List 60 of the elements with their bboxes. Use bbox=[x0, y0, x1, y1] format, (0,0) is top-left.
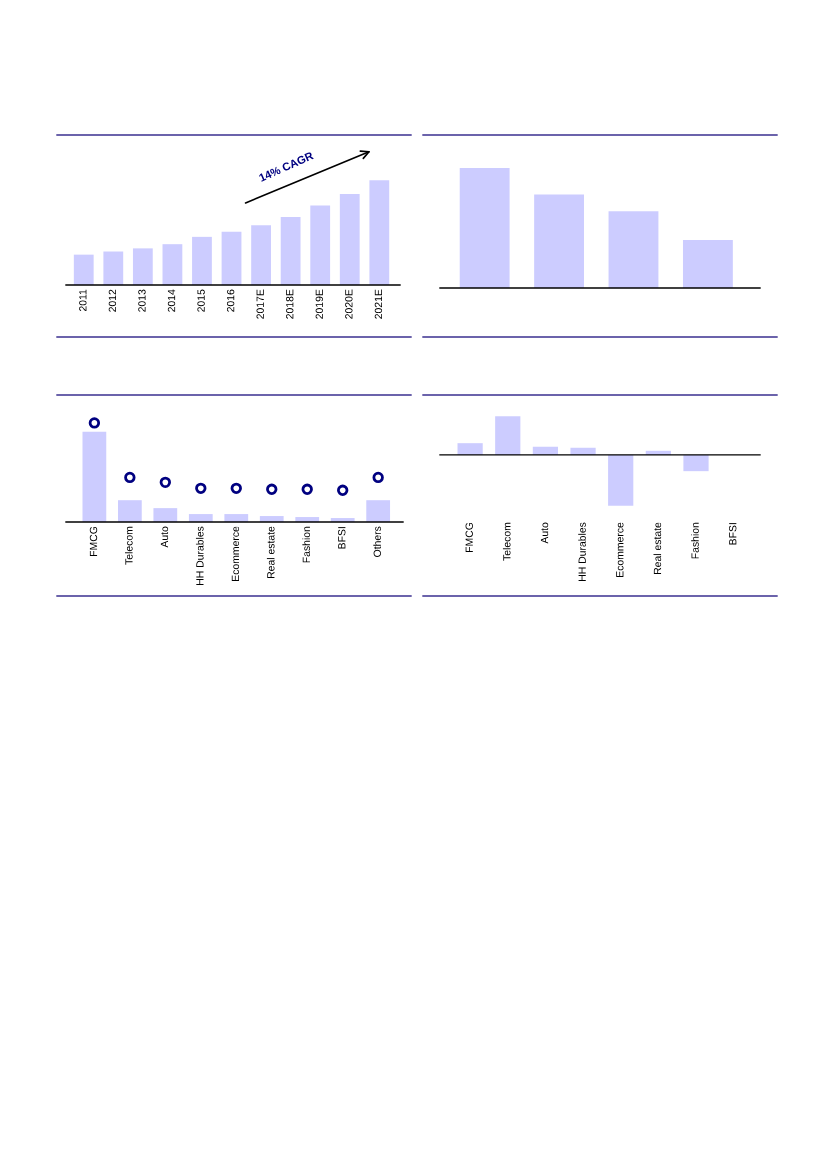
x-tick-label: 2013 bbox=[138, 289, 146, 312]
x-tick-label: 2016 bbox=[226, 289, 235, 312]
point bbox=[372, 471, 384, 484]
x-tick-label: HH Durables bbox=[195, 526, 204, 585]
x-tick-label: Fashion bbox=[691, 522, 699, 559]
bar bbox=[683, 454, 709, 472]
x-tick-label: Auto bbox=[540, 522, 549, 544]
x-tick-label: 2018E bbox=[286, 289, 294, 319]
x-tick-label: Telecom bbox=[502, 522, 511, 561]
x-tick-label: Telecom bbox=[125, 526, 133, 565]
x-tick-label: Real estate bbox=[266, 526, 275, 578]
bar bbox=[192, 236, 212, 285]
bar bbox=[310, 205, 331, 285]
bar bbox=[682, 240, 733, 288]
x-tick-label: BFSI bbox=[338, 527, 346, 549]
x-tick-label: FMCG bbox=[89, 526, 98, 556]
point bbox=[88, 417, 101, 429]
x-tick-label: 2011 bbox=[79, 289, 87, 312]
x-tick-label: Auto bbox=[160, 526, 169, 548]
bar bbox=[251, 225, 271, 285]
x-tick-label: 2015 bbox=[197, 289, 205, 312]
point bbox=[195, 482, 207, 494]
bar bbox=[339, 193, 360, 285]
x-tick-label: 2012 bbox=[108, 289, 117, 312]
x-tick-label: FMCG bbox=[465, 522, 473, 552]
point bbox=[124, 471, 136, 484]
x-tick-label: 2017E bbox=[256, 289, 264, 319]
bar bbox=[132, 248, 153, 285]
bar bbox=[366, 500, 391, 522]
bar bbox=[73, 254, 94, 285]
point bbox=[159, 476, 171, 489]
x-tick-label: 2019E bbox=[315, 289, 323, 319]
bar bbox=[162, 244, 183, 285]
bar bbox=[459, 168, 510, 288]
x-tick-label: HH Durables bbox=[578, 522, 586, 581]
bar bbox=[369, 180, 390, 285]
x-tick-label: Ecommerce bbox=[616, 522, 624, 577]
bar bbox=[117, 500, 142, 522]
bar bbox=[103, 251, 124, 285]
x-tick-label: Fashion bbox=[302, 526, 311, 563]
bar bbox=[608, 211, 659, 288]
x-tick-label: 2020E bbox=[345, 289, 353, 319]
bar bbox=[221, 231, 242, 285]
bar bbox=[82, 431, 107, 522]
point bbox=[337, 484, 349, 496]
bar bbox=[495, 416, 521, 455]
x-tick-label: 2014 bbox=[167, 289, 176, 312]
point bbox=[301, 483, 313, 495]
bar bbox=[534, 194, 584, 288]
bar bbox=[608, 454, 634, 506]
x-tick-label: Real estate bbox=[653, 522, 662, 574]
bar bbox=[153, 508, 178, 522]
point bbox=[266, 483, 278, 495]
bar bbox=[280, 216, 301, 285]
point bbox=[230, 482, 242, 494]
x-tick-label: Others bbox=[373, 526, 381, 557]
x-tick-label: BFSI bbox=[729, 523, 737, 545]
x-tick-label: Ecommerce bbox=[231, 526, 240, 581]
bar bbox=[457, 443, 483, 455]
x-tick-label: 2021E bbox=[374, 289, 383, 319]
